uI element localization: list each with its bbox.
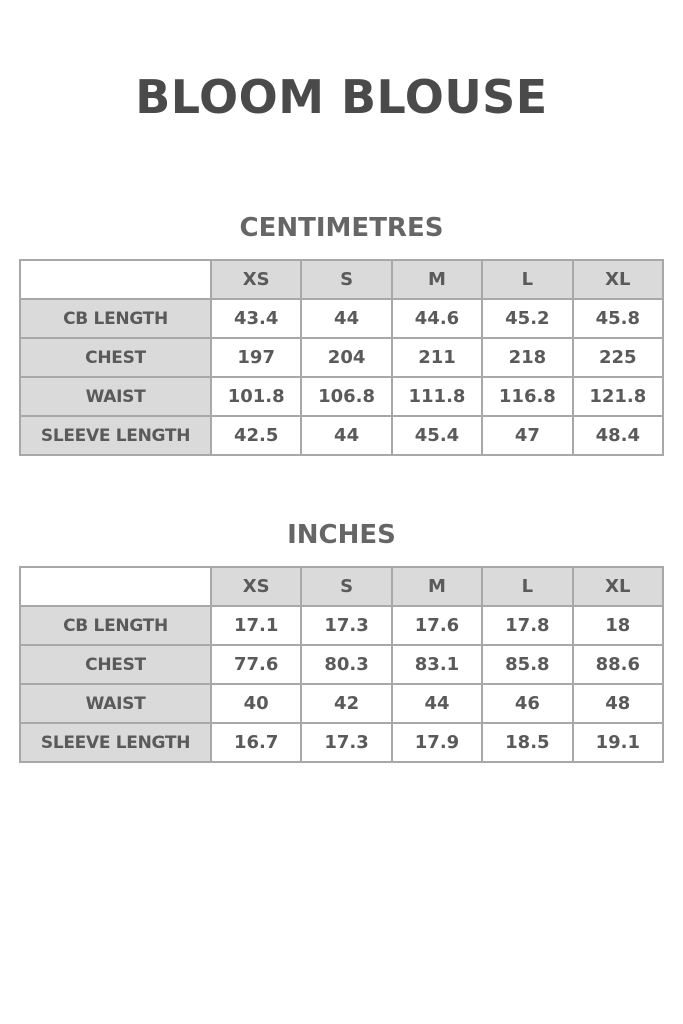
measurement-value: 44: [300, 298, 393, 339]
measurement-value: 77.6: [209, 644, 303, 685]
measurement-value: 18.5: [481, 722, 574, 763]
measurement-value: 48.4: [571, 415, 665, 456]
table-row: CHEST 197 204 211 218 225: [19, 337, 665, 378]
measurement-label: CHEST: [19, 644, 212, 685]
measurement-value: 45.4: [390, 415, 484, 456]
measurement-value: 85.8: [481, 644, 574, 685]
measurement-label: CB LENGTH: [19, 605, 212, 646]
measurement-value: 211: [390, 337, 484, 378]
measurement-value: 121.8: [571, 376, 665, 417]
measurement-value: 17.8: [481, 605, 574, 646]
measurement-value: 88.6: [571, 644, 665, 685]
size-header: XL: [571, 259, 665, 300]
table-row: WAIST 101.8 106.8 111.8 116.8 121.8: [19, 376, 665, 417]
size-header: XS: [209, 259, 303, 300]
measurement-value: 17.9: [390, 722, 484, 763]
measurement-value: 42.5: [209, 415, 303, 456]
measurement-value: 80.3: [300, 644, 393, 685]
measurement-value: 225: [571, 337, 665, 378]
measurement-value: 111.8: [390, 376, 484, 417]
measurement-label: CHEST: [19, 337, 212, 378]
measurement-value: 19.1: [571, 722, 665, 763]
measurement-value: 44.6: [390, 298, 484, 339]
table-row: CHEST 77.6 80.3 83.1 85.8 88.6: [19, 644, 665, 685]
measurement-value: 218: [481, 337, 574, 378]
measurement-value: 46: [481, 683, 574, 724]
size-header: XL: [571, 566, 665, 607]
table-row: SLEEVE LENGTH 42.5 44 45.4 47 48.4: [19, 415, 665, 456]
measurement-value: 44: [390, 683, 484, 724]
header-row: XS S M L XL: [19, 566, 665, 607]
size-header: S: [300, 259, 393, 300]
measurement-value: 43.4: [209, 298, 303, 339]
measurement-value: 44: [300, 415, 393, 456]
table-row: SLEEVE LENGTH 16.7 17.3 17.9 18.5 19.1: [19, 722, 665, 763]
measurement-value: 42: [300, 683, 393, 724]
measurement-value: 17.6: [390, 605, 484, 646]
measurement-value: 116.8: [481, 376, 574, 417]
measurement-value: 83.1: [390, 644, 484, 685]
measurement-value: 47: [481, 415, 574, 456]
measurement-label: SLEEVE LENGTH: [19, 722, 212, 763]
measurement-value: 101.8: [209, 376, 303, 417]
measurement-label: WAIST: [19, 683, 212, 724]
measurement-value: 204: [300, 337, 393, 378]
size-table-inches: XS S M L XL CB LENGTH 17.1 17.3 17.6 17.8 18 CHEST 7…: [19, 566, 665, 763]
measurement-value: 197: [209, 337, 303, 378]
table-row: CB LENGTH 17.1 17.3 17.6 17.8 18: [19, 605, 665, 646]
measurement-value: 16.7: [209, 722, 303, 763]
header-row: XS S M L XL: [19, 259, 665, 300]
measurement-value: 40: [209, 683, 303, 724]
measurement-value: 48: [571, 683, 665, 724]
measurement-value: 17.1: [209, 605, 303, 646]
size-header: XS: [209, 566, 303, 607]
measurement-value: 106.8: [300, 376, 393, 417]
section-heading-centimetres: CENTIMETRES: [239, 213, 444, 243]
size-header: S: [300, 566, 393, 607]
table-row: CB LENGTH 43.4 44 44.6 45.2 45.8: [19, 298, 665, 339]
measurement-value: 45.2: [481, 298, 574, 339]
measurement-label: SLEEVE LENGTH: [19, 415, 212, 456]
size-header: L: [481, 259, 574, 300]
size-header: L: [481, 566, 574, 607]
corner-cell: [19, 566, 212, 607]
measurement-value: 17.3: [300, 605, 393, 646]
measurement-value: 45.8: [571, 298, 665, 339]
section-heading-inches: INCHES: [287, 520, 396, 550]
measurement-value: 18: [571, 605, 665, 646]
measurement-label: CB LENGTH: [19, 298, 212, 339]
measurement-value: 17.3: [300, 722, 393, 763]
page-title: BLOOM BLOUSE: [135, 70, 548, 124]
measurement-label: WAIST: [19, 376, 212, 417]
corner-cell: [19, 259, 212, 300]
table-row: WAIST 40 42 44 46 48: [19, 683, 665, 724]
size-table-centimetres: XS S M L XL CB LENGTH 43.4 44 44.6 45.2 45.8 CHEST 1…: [19, 259, 665, 456]
size-header: M: [390, 259, 484, 300]
size-header: M: [390, 566, 484, 607]
